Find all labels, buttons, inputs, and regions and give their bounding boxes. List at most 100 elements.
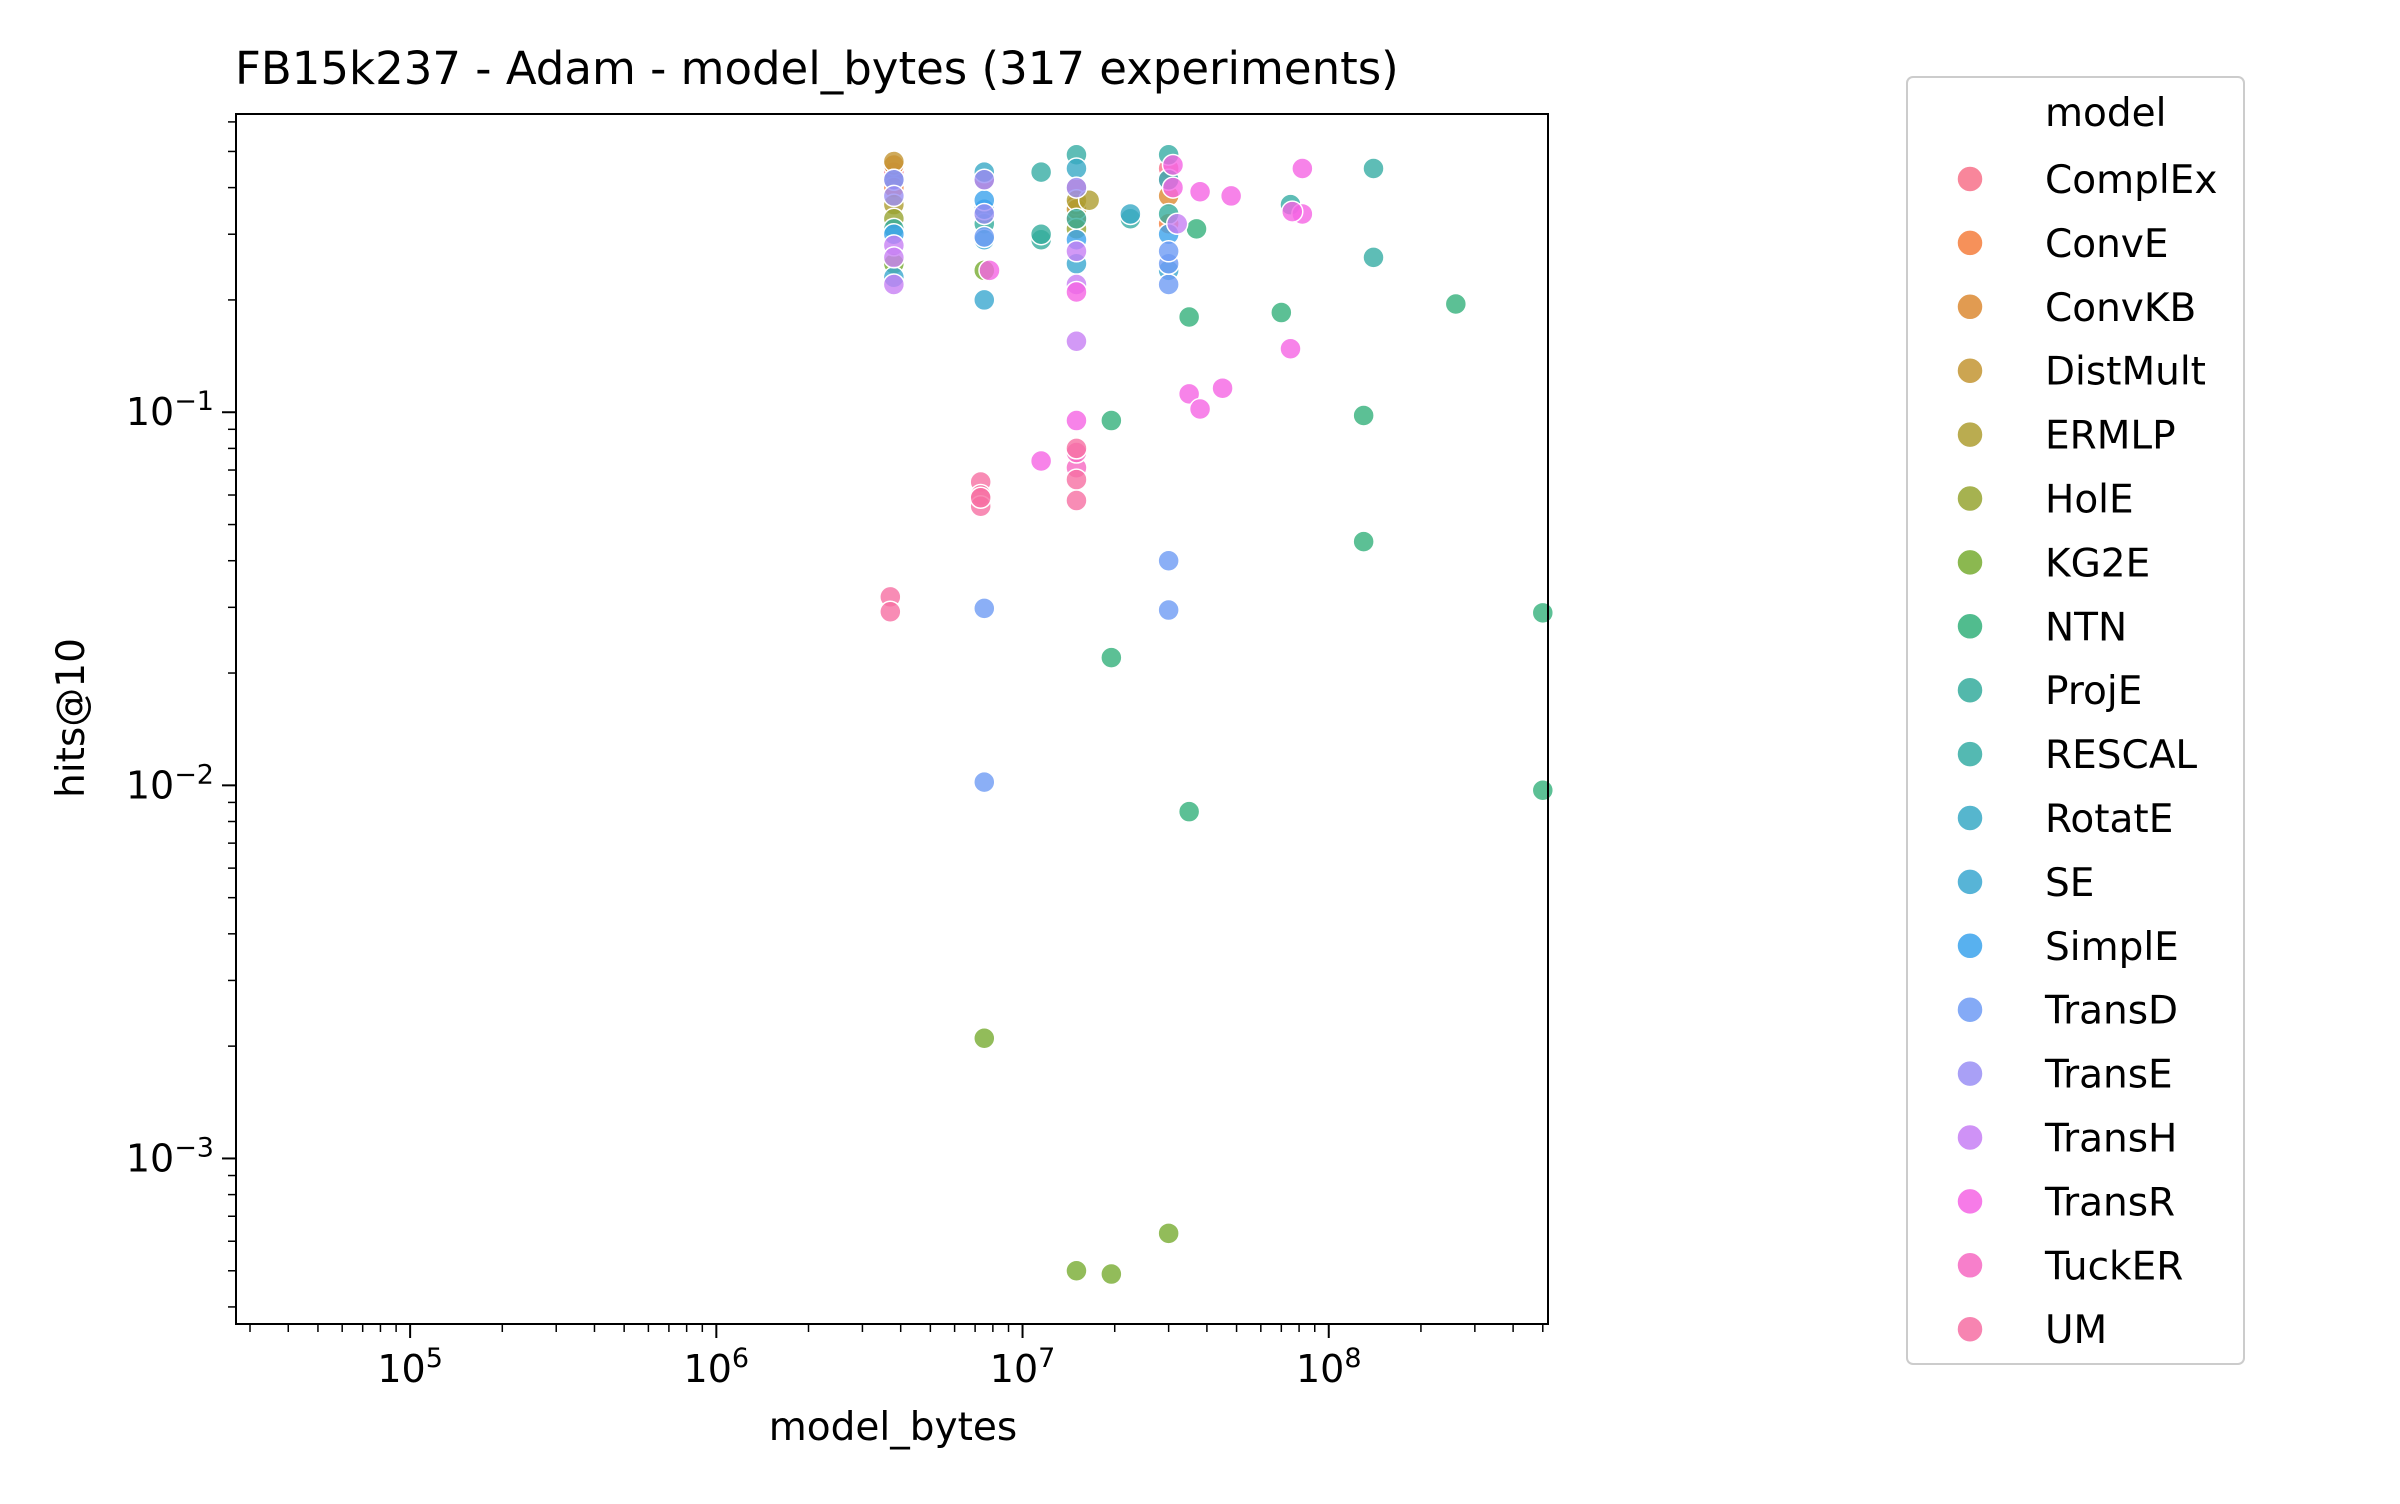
legend-label-complex: ComplEx (2045, 158, 2217, 203)
legend-marker-transd (1956, 995, 1984, 1024)
point-ntn (1352, 530, 1375, 553)
point-transr (1279, 337, 1302, 360)
x-tick-label: 108 (1296, 1343, 1362, 1392)
point-transe (1065, 176, 1088, 199)
legend-marker-proje (1956, 676, 1984, 704)
point-rotate (1119, 202, 1142, 226)
point-transr (1211, 376, 1234, 400)
legend-label-distmult: DistMult (2045, 350, 2206, 395)
legend-marker-distmult (1956, 356, 1984, 385)
legend-marker-transr (1956, 1187, 1984, 1216)
point-transe (973, 202, 996, 226)
point-transd (1157, 598, 1180, 622)
point-ntn (1352, 404, 1375, 427)
legend-marker-hole (1956, 484, 1984, 513)
point-transe (973, 168, 996, 191)
point-um (1065, 468, 1088, 491)
point-kg2e (1065, 1259, 1088, 1283)
point-transr (1291, 157, 1314, 180)
legend-label-hole: HolE (2045, 478, 2134, 523)
point-rescal (1362, 246, 1385, 269)
point-transr (1065, 409, 1088, 432)
point-transd (1157, 273, 1180, 296)
point-transr (1219, 184, 1243, 208)
point-transr (1161, 176, 1185, 199)
legend-marker-conve (1956, 229, 1984, 257)
point-ntn (1100, 646, 1123, 669)
point-ntn (1100, 409, 1123, 432)
legend-label-transh: TransH (2044, 1117, 2177, 1162)
legend-marker-simple (1956, 932, 1984, 960)
legend-marker-rotate (1956, 804, 1984, 832)
plot-frame (235, 113, 1549, 1325)
point-transd (973, 225, 996, 249)
point-transd (1157, 240, 1180, 263)
x-tick-label: 106 (684, 1343, 750, 1392)
point-ntn (1177, 305, 1201, 329)
point-kg2e (1157, 1222, 1180, 1245)
point-ntn (1444, 292, 1468, 316)
legend-marker-complex (1956, 165, 1984, 193)
y-axis-label: hits@10 (49, 638, 94, 798)
point-ntn (1270, 301, 1293, 324)
legend-marker-rescal (1956, 740, 1984, 768)
point-transr (1029, 449, 1053, 473)
legend-label-transd: TransD (2044, 989, 2178, 1034)
legend-label-transe: TransE (2044, 1053, 2173, 1098)
point-rotate (1065, 157, 1088, 180)
point-transh (882, 246, 906, 269)
legend-label-proje: ProjE (2045, 669, 2142, 714)
axes-layer: 105 106 107 108 10−3 10−2 10−1 (126, 113, 1549, 1392)
legend-label-se: SE (2045, 861, 2094, 906)
legend-label-um: UM (2045, 1308, 2107, 1353)
legend-title: model (2045, 91, 2166, 136)
point-transr (1188, 397, 1212, 421)
point-um (879, 600, 902, 623)
point-transr (1188, 180, 1212, 203)
point-transd (1157, 549, 1180, 572)
point-transr (978, 259, 1001, 282)
legend-label-kg2e: KG2E (2045, 541, 2150, 586)
chart-title: FB15k237 - Adam - model_bytes (317 exper… (235, 42, 1399, 95)
points-layer (879, 143, 1555, 1286)
point-transr (1281, 200, 1304, 223)
point-proje (1029, 222, 1053, 246)
point-transr (1161, 153, 1185, 177)
point-transd (973, 770, 996, 794)
legend-label-transr: TransR (2044, 1180, 2175, 1225)
point-ntn (1531, 601, 1555, 625)
point-ntn (1185, 217, 1208, 241)
point-rescal (1029, 160, 1053, 184)
x-tick-label: 105 (377, 1343, 443, 1392)
legend-label-rescal: RESCAL (2045, 733, 2197, 778)
point-transr (1177, 382, 1201, 406)
point-ntn (1177, 800, 1201, 823)
legend: model ComplEx ConvE ConvKB DistMult ERMLP HolE… (1906, 76, 2245, 1365)
point-transh (1065, 240, 1088, 263)
point-transh (1165, 212, 1189, 236)
legend-label-tucker: TuckER (2044, 1244, 2183, 1289)
legend-marker-ntn (1956, 612, 1984, 641)
point-um (1065, 489, 1088, 512)
point-transd (973, 597, 996, 620)
legend-label-convkb: ConvKB (2045, 286, 2196, 331)
legend-marker-transh (1956, 1123, 1984, 1152)
point-ntn (1531, 779, 1555, 802)
legend-marker-kg2e (1956, 548, 1984, 577)
point-transr (1065, 280, 1088, 304)
legend-label-ermlp: ERMLP (2045, 414, 2176, 459)
point-se (973, 288, 996, 312)
y-tick-label: 10−2 (126, 759, 214, 808)
legend-marker-ermlp (1956, 420, 1984, 449)
legend-label-conve: ConvE (2045, 222, 2169, 267)
y-tick-label: 10−3 (126, 1132, 214, 1181)
point-proje (1065, 207, 1088, 231)
point-um (969, 486, 992, 509)
legend-label-simple: SimplE (2045, 925, 2179, 970)
point-transh (1065, 329, 1088, 353)
legend-marker-convkb (1956, 293, 1984, 321)
legend-label-rotate: RotatE (2045, 797, 2173, 842)
legend-marker-se (1956, 868, 1984, 896)
